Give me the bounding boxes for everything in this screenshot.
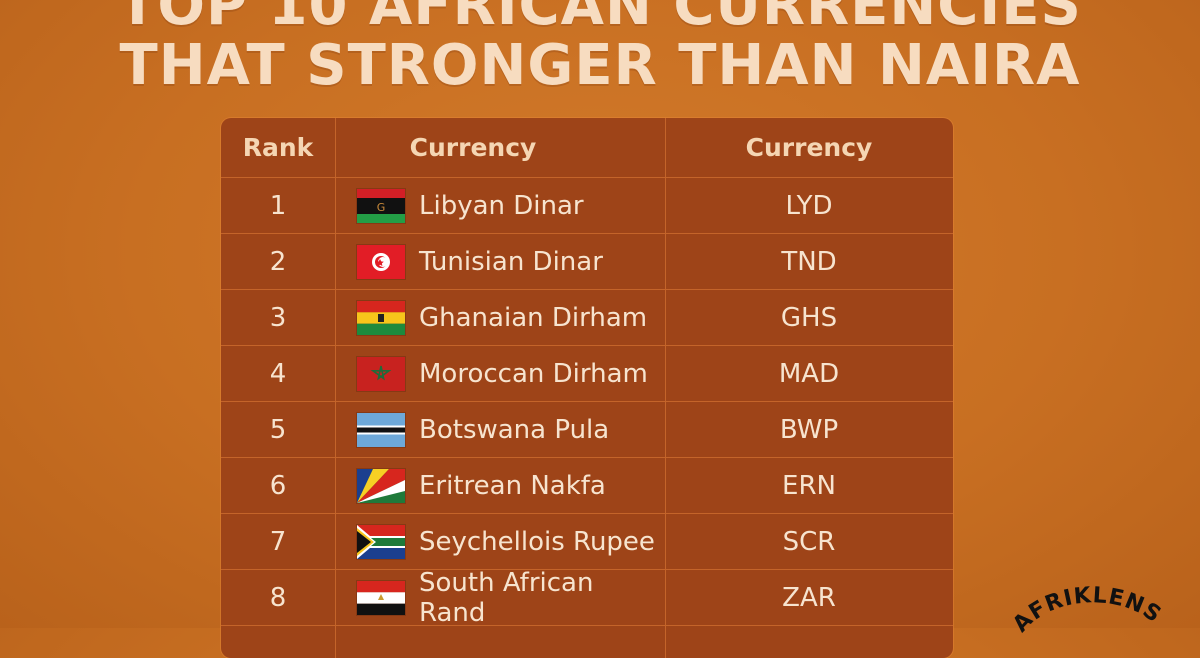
currency-name: Ghanaian Dirham [419, 303, 648, 333]
table-row: 3 Ghanaian Dirham GHS [221, 289, 953, 346]
currency-code-cell: GHS [780, 303, 838, 333]
currency-name: Tunisian Dinar [419, 247, 603, 277]
svg-text:G: G [377, 201, 386, 214]
currency-code-cell: ZAR [782, 583, 836, 613]
south-africa-flag-icon [357, 525, 405, 559]
table-row: 1 G Libyan Dinar LYD [221, 177, 953, 234]
libya-flag-icon: G [357, 189, 405, 223]
currency-name-cell: Ghanaian Dirham [335, 290, 665, 346]
currency-code-cell: MAD [778, 359, 840, 389]
rank-cell: 7 [269, 527, 287, 557]
currency-name: Eritrean Nakfa [419, 471, 606, 501]
currency-name-cell: Seychellois Rupee [335, 514, 665, 570]
currency-name: Seychellois Rupee [419, 527, 655, 557]
ghana-flag-icon [357, 301, 405, 335]
botswana-flag-icon [357, 413, 405, 447]
table-row [221, 625, 953, 658]
currency-name: Libyan Dinar [419, 191, 584, 221]
currency-code-cell: BWP [779, 415, 839, 445]
table-row: 7 Seychellois Rupee SCR [221, 513, 953, 570]
currency-name: Botswana Pula [419, 415, 610, 445]
rank-cell: 1 [269, 191, 287, 221]
egypt-flag-icon [357, 581, 405, 615]
table-row: 8 South African Rand ZAR [221, 568, 953, 628]
currency-name-cell: Moroccan Dirham [335, 346, 665, 402]
rank-cell: 2 [269, 247, 287, 277]
table-row: 2 Tunisian Dinar TND [221, 233, 953, 290]
column-divider [665, 118, 666, 658]
svg-text:AFRIKLENS: AFRIKLENS [1010, 583, 1166, 637]
currency-code-cell: ERN [782, 471, 836, 501]
column-divider [335, 118, 336, 658]
afriklens-logo: AFRIKLENS [1010, 583, 1166, 637]
page-title-line-2: THAT STRONGER THAN NAIRA [119, 33, 1081, 98]
rank-cell: 8 [269, 583, 287, 613]
currency-code-cell: LYD [785, 191, 833, 221]
table-row: 6 Eritrean Nakfa ERN [221, 457, 953, 514]
currency-name-cell: Tunisian Dinar [335, 234, 665, 290]
header-currency-name: Currency [409, 133, 537, 162]
currency-name: South African Rand [419, 568, 594, 628]
seychelles-flag-icon [357, 469, 405, 503]
currency-code-cell: SCR [782, 527, 836, 557]
header-currency-code: Currency [745, 133, 873, 162]
table-row: 4 Moroccan Dirham MAD [221, 345, 953, 402]
table-row: 5 Botswana Pula BWP [221, 401, 953, 458]
rank-cell: 5 [269, 415, 287, 445]
header-rank: Rank [242, 133, 314, 162]
rank-cell: 6 [269, 471, 287, 501]
currency-name-cell: Botswana Pula [335, 402, 665, 458]
tunisia-flag-icon [357, 245, 405, 279]
currency-name-cell: G Libyan Dinar [335, 178, 665, 234]
currency-name-cell: South African Rand [335, 568, 665, 628]
rank-cell: 4 [269, 359, 287, 389]
currency-code-cell: TND [781, 247, 837, 277]
currency-name: Moroccan Dirham [419, 359, 648, 389]
currency-table: Rank Currency Currency 1 G Libyan Dinar … [221, 118, 953, 658]
table-header-row: Rank Currency Currency [221, 118, 953, 177]
currency-name-cell: Eritrean Nakfa [335, 458, 665, 514]
morocco-flag-icon [357, 357, 405, 391]
page-title-line-1: TOP 10 AFRICAN CURRENCIES [118, 0, 1082, 38]
rank-cell: 3 [269, 303, 287, 333]
